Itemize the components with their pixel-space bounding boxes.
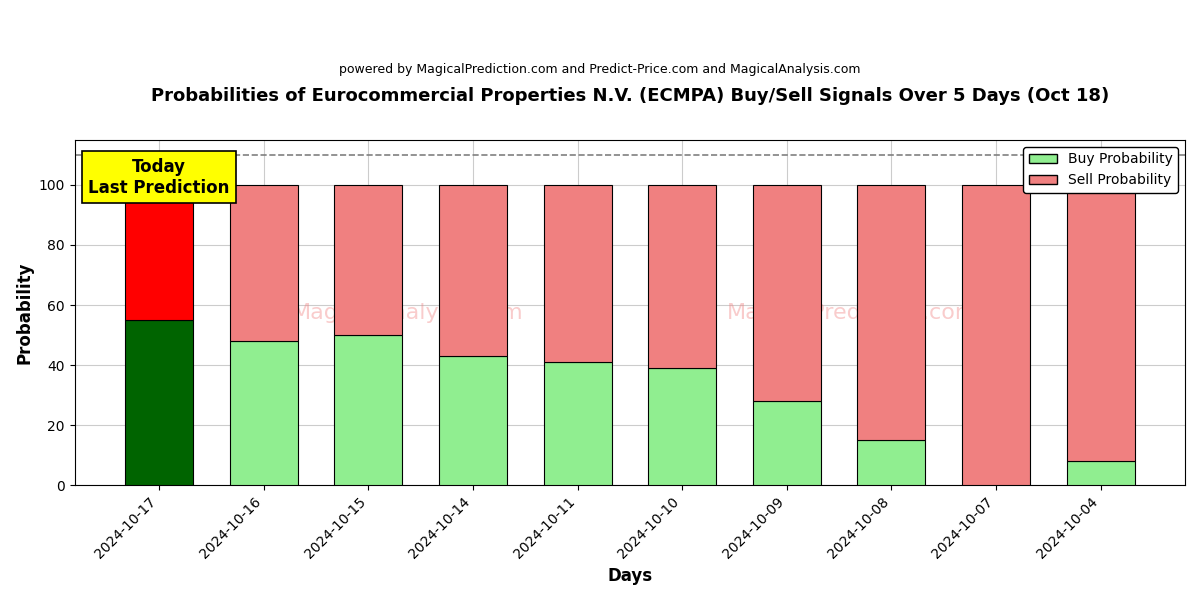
Bar	[229, 185, 298, 341]
Bar	[1067, 461, 1134, 485]
Title: Probabilities of Eurocommercial Properties N.V. (ECMPA) Buy/Sell Signals Over 5 : Probabilities of Eurocommercial Properti…	[151, 87, 1109, 105]
Bar	[439, 356, 506, 485]
Text: Today
Last Prediction: Today Last Prediction	[89, 158, 230, 197]
Bar	[229, 341, 298, 485]
Bar	[962, 185, 1030, 485]
Legend: Buy Probability, Sell Probability: Buy Probability, Sell Probability	[1024, 147, 1178, 193]
Bar	[752, 185, 821, 401]
Text: MagicalPrediction.com: MagicalPrediction.com	[727, 302, 977, 323]
Bar	[335, 185, 402, 335]
Bar	[439, 185, 506, 356]
Bar	[544, 362, 612, 485]
Bar	[752, 401, 821, 485]
Bar	[648, 368, 716, 485]
Text: MagicalAnalysis.com: MagicalAnalysis.com	[292, 302, 523, 323]
Bar	[857, 185, 925, 440]
Bar	[125, 185, 193, 320]
Bar	[125, 320, 193, 485]
Bar	[335, 335, 402, 485]
Bar	[544, 185, 612, 362]
Bar	[857, 440, 925, 485]
Y-axis label: Probability: Probability	[16, 261, 34, 364]
X-axis label: Days: Days	[607, 567, 653, 585]
Bar	[1067, 185, 1134, 461]
Text: powered by MagicalPrediction.com and Predict-Price.com and MagicalAnalysis.com: powered by MagicalPrediction.com and Pre…	[340, 63, 860, 76]
Bar	[648, 185, 716, 368]
